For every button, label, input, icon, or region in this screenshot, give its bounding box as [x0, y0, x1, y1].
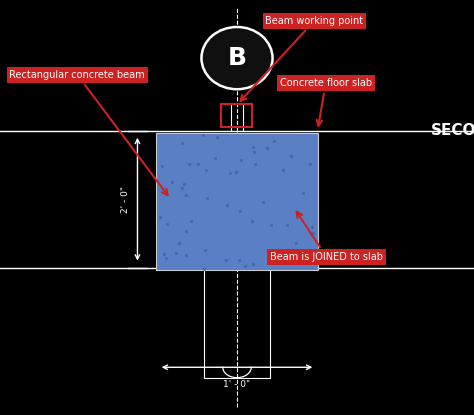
Text: Concrete floor slab: Concrete floor slab: [280, 78, 372, 126]
Point: [175, 239, 182, 246]
Point: [309, 229, 317, 236]
Bar: [221, 104, 252, 127]
Text: Beam is JOINED to slab: Beam is JOINED to slab: [270, 212, 383, 262]
Point: [263, 145, 271, 151]
Point: [202, 166, 210, 173]
Point: [182, 228, 190, 234]
Circle shape: [201, 27, 273, 89]
Point: [172, 250, 180, 257]
Point: [201, 247, 209, 254]
Point: [283, 222, 291, 229]
Point: [182, 251, 190, 258]
Point: [156, 213, 164, 220]
Point: [237, 156, 245, 163]
Point: [248, 217, 255, 224]
Point: [271, 138, 278, 144]
Point: [187, 217, 194, 224]
Point: [249, 144, 257, 151]
Text: Beam working point: Beam working point: [240, 16, 364, 101]
Point: [299, 190, 307, 196]
Point: [182, 192, 190, 199]
Point: [222, 256, 230, 263]
Point: [203, 195, 210, 201]
Text: SECO: SECO: [431, 123, 474, 138]
Point: [306, 258, 313, 264]
Point: [200, 131, 207, 138]
Point: [267, 222, 274, 229]
Point: [200, 266, 207, 272]
Point: [224, 202, 231, 208]
Point: [251, 148, 258, 155]
Bar: [156, 133, 318, 270]
Point: [180, 181, 188, 188]
Bar: [204, 268, 270, 378]
Point: [185, 161, 192, 167]
Text: Rectangular concrete beam: Rectangular concrete beam: [9, 70, 168, 195]
Point: [160, 251, 168, 257]
Point: [194, 161, 202, 168]
Point: [178, 140, 185, 147]
Point: [236, 256, 243, 263]
Point: [279, 166, 287, 173]
Point: [241, 263, 248, 270]
Point: [287, 153, 294, 160]
Point: [158, 162, 166, 169]
Text: B: B: [228, 46, 246, 70]
Point: [306, 160, 313, 167]
Point: [232, 169, 240, 176]
Point: [168, 179, 176, 186]
Point: [259, 199, 267, 205]
Point: [292, 239, 300, 246]
Point: [163, 221, 171, 228]
Point: [162, 254, 170, 261]
Point: [212, 155, 219, 161]
Point: [251, 161, 259, 167]
Point: [308, 224, 316, 230]
Point: [213, 134, 220, 140]
Point: [178, 185, 185, 191]
Point: [249, 260, 257, 267]
Text: 2' - 0": 2' - 0": [121, 186, 130, 213]
Point: [237, 208, 244, 215]
Point: [226, 170, 234, 176]
Text: 1' - 0": 1' - 0": [223, 380, 251, 389]
